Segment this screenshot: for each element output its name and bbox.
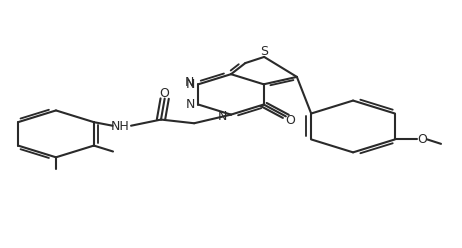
Text: O: O bbox=[286, 114, 295, 126]
Text: O: O bbox=[159, 87, 169, 100]
Text: N: N bbox=[218, 110, 227, 123]
Text: N: N bbox=[185, 78, 195, 91]
Text: NH: NH bbox=[111, 120, 130, 133]
Text: N: N bbox=[184, 76, 194, 89]
Text: O: O bbox=[418, 133, 427, 146]
Text: N: N bbox=[185, 98, 195, 111]
Text: S: S bbox=[260, 45, 268, 58]
